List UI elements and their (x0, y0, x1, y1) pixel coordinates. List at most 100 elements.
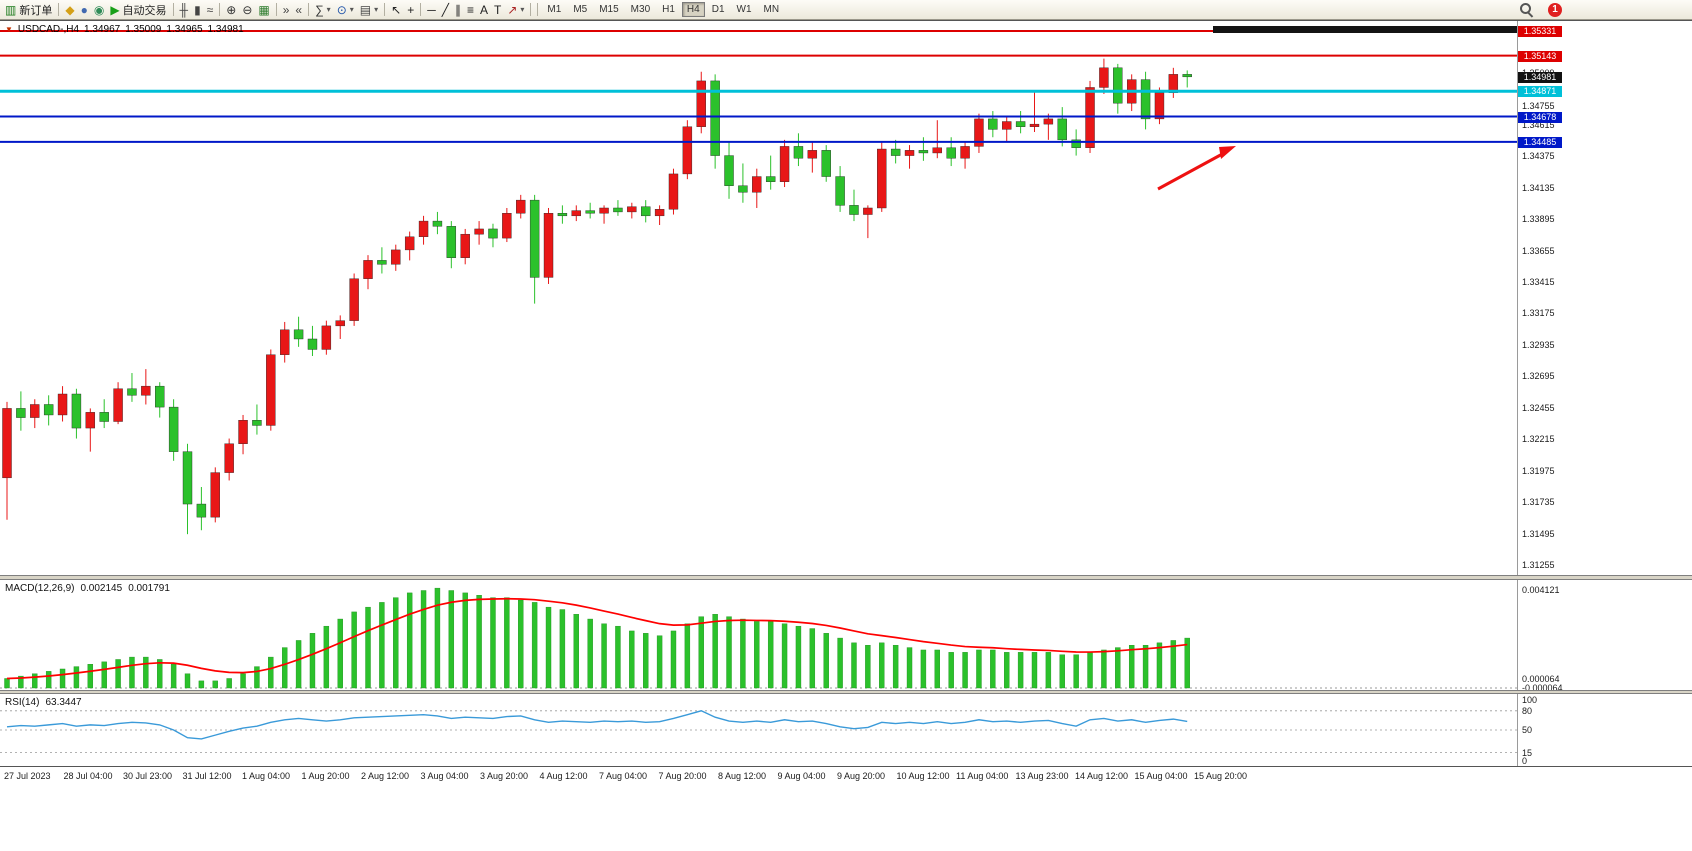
macd-panel-splitter[interactable] (0, 575, 1692, 580)
toolbar-separator (530, 3, 532, 16)
price-tick: 1.33415 (1522, 276, 1555, 287)
rsi-panel-splitter[interactable] (0, 690, 1692, 694)
bars-icon: ╫ (179, 2, 189, 17)
periods-button[interactable]: ⊙ ▾ (334, 1, 357, 19)
bar-chart-button[interactable]: ╫ (177, 1, 192, 19)
hline-button[interactable]: ─ (424, 1, 439, 19)
ohlc-close: 1.34981 (207, 24, 244, 35)
auto-scroll-icon: » (282, 2, 290, 17)
toolbar-separator (537, 3, 539, 16)
annotation-arrow[interactable] (1157, 146, 1236, 191)
templates-button[interactable]: ▤ ▾ (357, 1, 381, 19)
time-label: 14 Aug 12:00 (1075, 771, 1129, 781)
shift-icon: « (295, 2, 303, 17)
line-chart-button[interactable]: ≈ (204, 1, 217, 19)
toolbar-separator (219, 3, 221, 16)
timeframe-m5-button[interactable]: M5 (573, 4, 588, 15)
toolbar-separator (58, 3, 60, 16)
time-label: 7 Aug 04:00 (599, 771, 648, 781)
rsi-label: RSI(14) 63.3447 (5, 697, 82, 708)
refresh-icon: ◉ (93, 2, 105, 17)
cursor-button[interactable]: ↖ (388, 1, 404, 19)
chart-shift-button[interactable]: « (292, 1, 305, 19)
price-tick: 1.32455 (1522, 402, 1555, 413)
channel-button[interactable]: ∥ (452, 1, 464, 19)
candles-layer (2, 58, 1192, 535)
time-label: 8 Aug 12:00 (718, 771, 767, 781)
metaeditor-button[interactable]: ◆ (62, 1, 77, 19)
timeframe-h4-button[interactable]: H4 (681, 2, 705, 17)
tile-windows-button[interactable]: ▦ (255, 1, 272, 19)
toolbar-separator (420, 3, 422, 16)
caret-down-icon: ▾ (326, 5, 331, 14)
arrows-button[interactable]: ↗ ▾ (504, 1, 527, 19)
macd-name: MACD(12,26,9) (5, 583, 75, 594)
price-tick: 1.31495 (1522, 528, 1555, 539)
price-tick: 1.34615 (1522, 119, 1555, 130)
time-label: 7 Aug 20:00 (658, 771, 707, 781)
price-tick: 1.32935 (1522, 339, 1555, 350)
candle-chart-button[interactable]: ▮ (191, 1, 204, 19)
timeframe-m15-button[interactable]: M15 (599, 4, 619, 15)
timeframe-m30-button[interactable]: M30 (630, 4, 651, 15)
time-label: 13 Aug 23:00 (1015, 771, 1069, 781)
timeframe-h1-button[interactable]: H1 (662, 4, 675, 15)
ohlc-low: 1.34965 (166, 24, 203, 35)
price-badge: 1.34981 (1518, 71, 1562, 83)
chart-header: USDCAD-,H4 1.34967 1.35009 1.34965 1.349… (5, 24, 244, 35)
auto-trading-button-label: 自动交易 (122, 4, 167, 17)
zoom-out-button[interactable]: ⊖ (239, 1, 255, 19)
price-badge: 1.35331 (1518, 26, 1562, 37)
label-button[interactable]: T (491, 1, 504, 19)
price-tick: 1.31975 (1522, 465, 1555, 476)
editor-icon: ◆ (65, 2, 75, 17)
cursor-icon: ↖ (391, 2, 402, 17)
auto-trading-button[interactable]: ▶ 自动交易 (107, 1, 169, 19)
macd-label: MACD(12,26,9) 0.002145 0.001791 (5, 583, 170, 594)
price-axis-separator (1517, 21, 1518, 767)
symbol-period-label: USDCAD-,H4 (17, 24, 80, 35)
chart-marker-icon (5, 24, 13, 35)
chart-canvas[interactable] (0, 21, 1692, 851)
price-badge: 1.34485 (1518, 136, 1562, 148)
price-badge: 1.34678 (1518, 111, 1562, 123)
new-order-button-label: 新订单 (19, 4, 53, 17)
time-label: 11 Aug 04:00 (956, 771, 1009, 781)
macd-value-signal: 0.001791 (128, 583, 170, 594)
fibonacci-button[interactable]: ≡ (464, 1, 477, 19)
chart-window[interactable]: USDCAD-,H4 1.34967 1.35009 1.34965 1.349… (0, 20, 1692, 850)
new-order-button[interactable]: ▥ 新订单 (2, 1, 55, 19)
price-tick: 1.34135 (1522, 182, 1555, 193)
text-button[interactable]: A (477, 1, 491, 19)
search-icon[interactable] (1519, 2, 1534, 17)
price-tick: 15 (1522, 748, 1533, 758)
trendline-button[interactable]: ╱ (439, 1, 452, 19)
timeframe-w1-button[interactable]: W1 (736, 4, 752, 15)
auto-scroll-button[interactable]: » (280, 1, 293, 19)
timeframe-mn-button[interactable]: MN (763, 4, 780, 15)
profiles-button[interactable]: ● (78, 1, 91, 19)
price-tick: 1.33895 (1522, 214, 1555, 225)
time-label: 9 Aug 04:00 (777, 771, 826, 781)
price-tick: -0.000064 (1522, 683, 1563, 693)
time-label: 27 Jul 2023 (4, 771, 51, 781)
toolbar-right-group: 1 (1519, 2, 1562, 17)
time-label: 9 Aug 20:00 (837, 771, 886, 781)
time-label: 3 Aug 20:00 (480, 771, 529, 781)
zoom-in-button[interactable]: ⊕ (223, 1, 239, 19)
ohlc-open: 1.34967 (84, 24, 121, 35)
notification-badge[interactable]: 1 (1548, 2, 1562, 17)
chart-hscrollbar[interactable] (1213, 26, 1517, 33)
refresh-button[interactable]: ◉ (91, 1, 107, 19)
text-icon: A (479, 2, 488, 17)
timeframe-m1-button[interactable]: M1 (547, 4, 562, 15)
rsi-line (6, 710, 1188, 740)
indicators-button[interactable]: ∑ ▾ (312, 1, 334, 19)
trendline-icon: ╱ (441, 2, 449, 17)
timeframe-d1-button[interactable]: D1 (711, 4, 725, 15)
timeframe-bar: M1 M5 M15 M30 H1 H4 D1 W1 MN (541, 2, 785, 17)
crosshair-button[interactable]: + (404, 1, 417, 19)
time-label: 15 Aug 20:00 (1194, 771, 1248, 781)
crosshair-icon: + (407, 2, 415, 17)
zoom-out-icon: ⊖ (242, 2, 253, 17)
